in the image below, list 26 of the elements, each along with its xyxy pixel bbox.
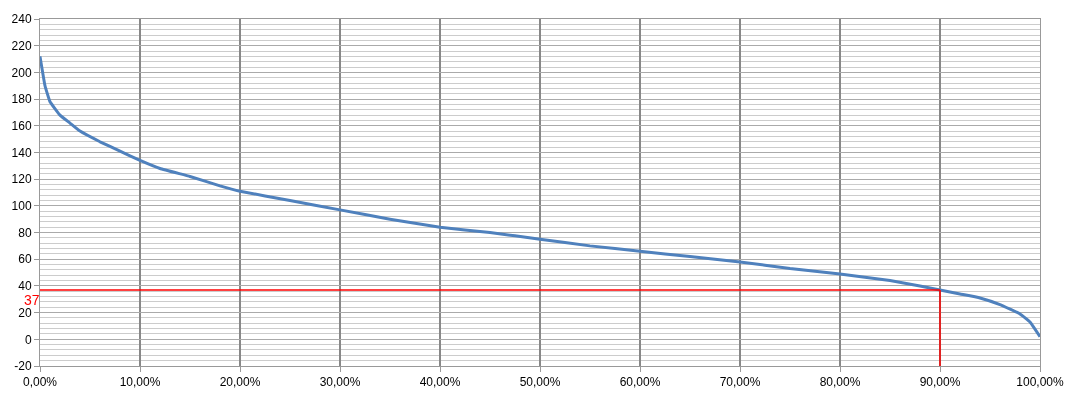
y-tick-label: 0	[24, 332, 32, 347]
y-tick-label: 100	[11, 199, 32, 214]
y-tick-label: 140	[11, 145, 32, 160]
y-tick-label: 160	[11, 118, 32, 133]
x-tick-label: 20,00%	[219, 375, 261, 390]
y-tick-label: 200	[11, 65, 32, 80]
x-tick-label: 70,00%	[719, 375, 761, 390]
y-tick-label: 80	[18, 225, 32, 240]
x-tick-label: 60,00%	[619, 375, 661, 390]
x-tick-label: 80,00%	[819, 375, 861, 390]
y-tick-label: 120	[11, 172, 32, 187]
x-tick-label: 40,00%	[419, 375, 461, 390]
y-tick-label: 240	[11, 12, 32, 27]
x-tick-label: 30,00%	[319, 375, 361, 390]
x-tick-label: 0,00%	[22, 375, 58, 390]
y-tick-label: -20	[14, 359, 32, 374]
y-tick-label: 220	[11, 38, 32, 53]
x-tick-label: 50,00%	[519, 375, 561, 390]
y-tick-label: 20	[18, 305, 32, 320]
x-tick-label: 90,00%	[919, 375, 961, 390]
x-tick-label: 100,00%	[1016, 375, 1065, 390]
y-tick-label: 180	[11, 92, 32, 107]
ref-line-label: 37	[24, 292, 40, 308]
x-tick-label: 10,00%	[119, 375, 161, 390]
y-tick-label: 60	[18, 252, 32, 267]
y-tick-label: 40	[18, 279, 32, 294]
